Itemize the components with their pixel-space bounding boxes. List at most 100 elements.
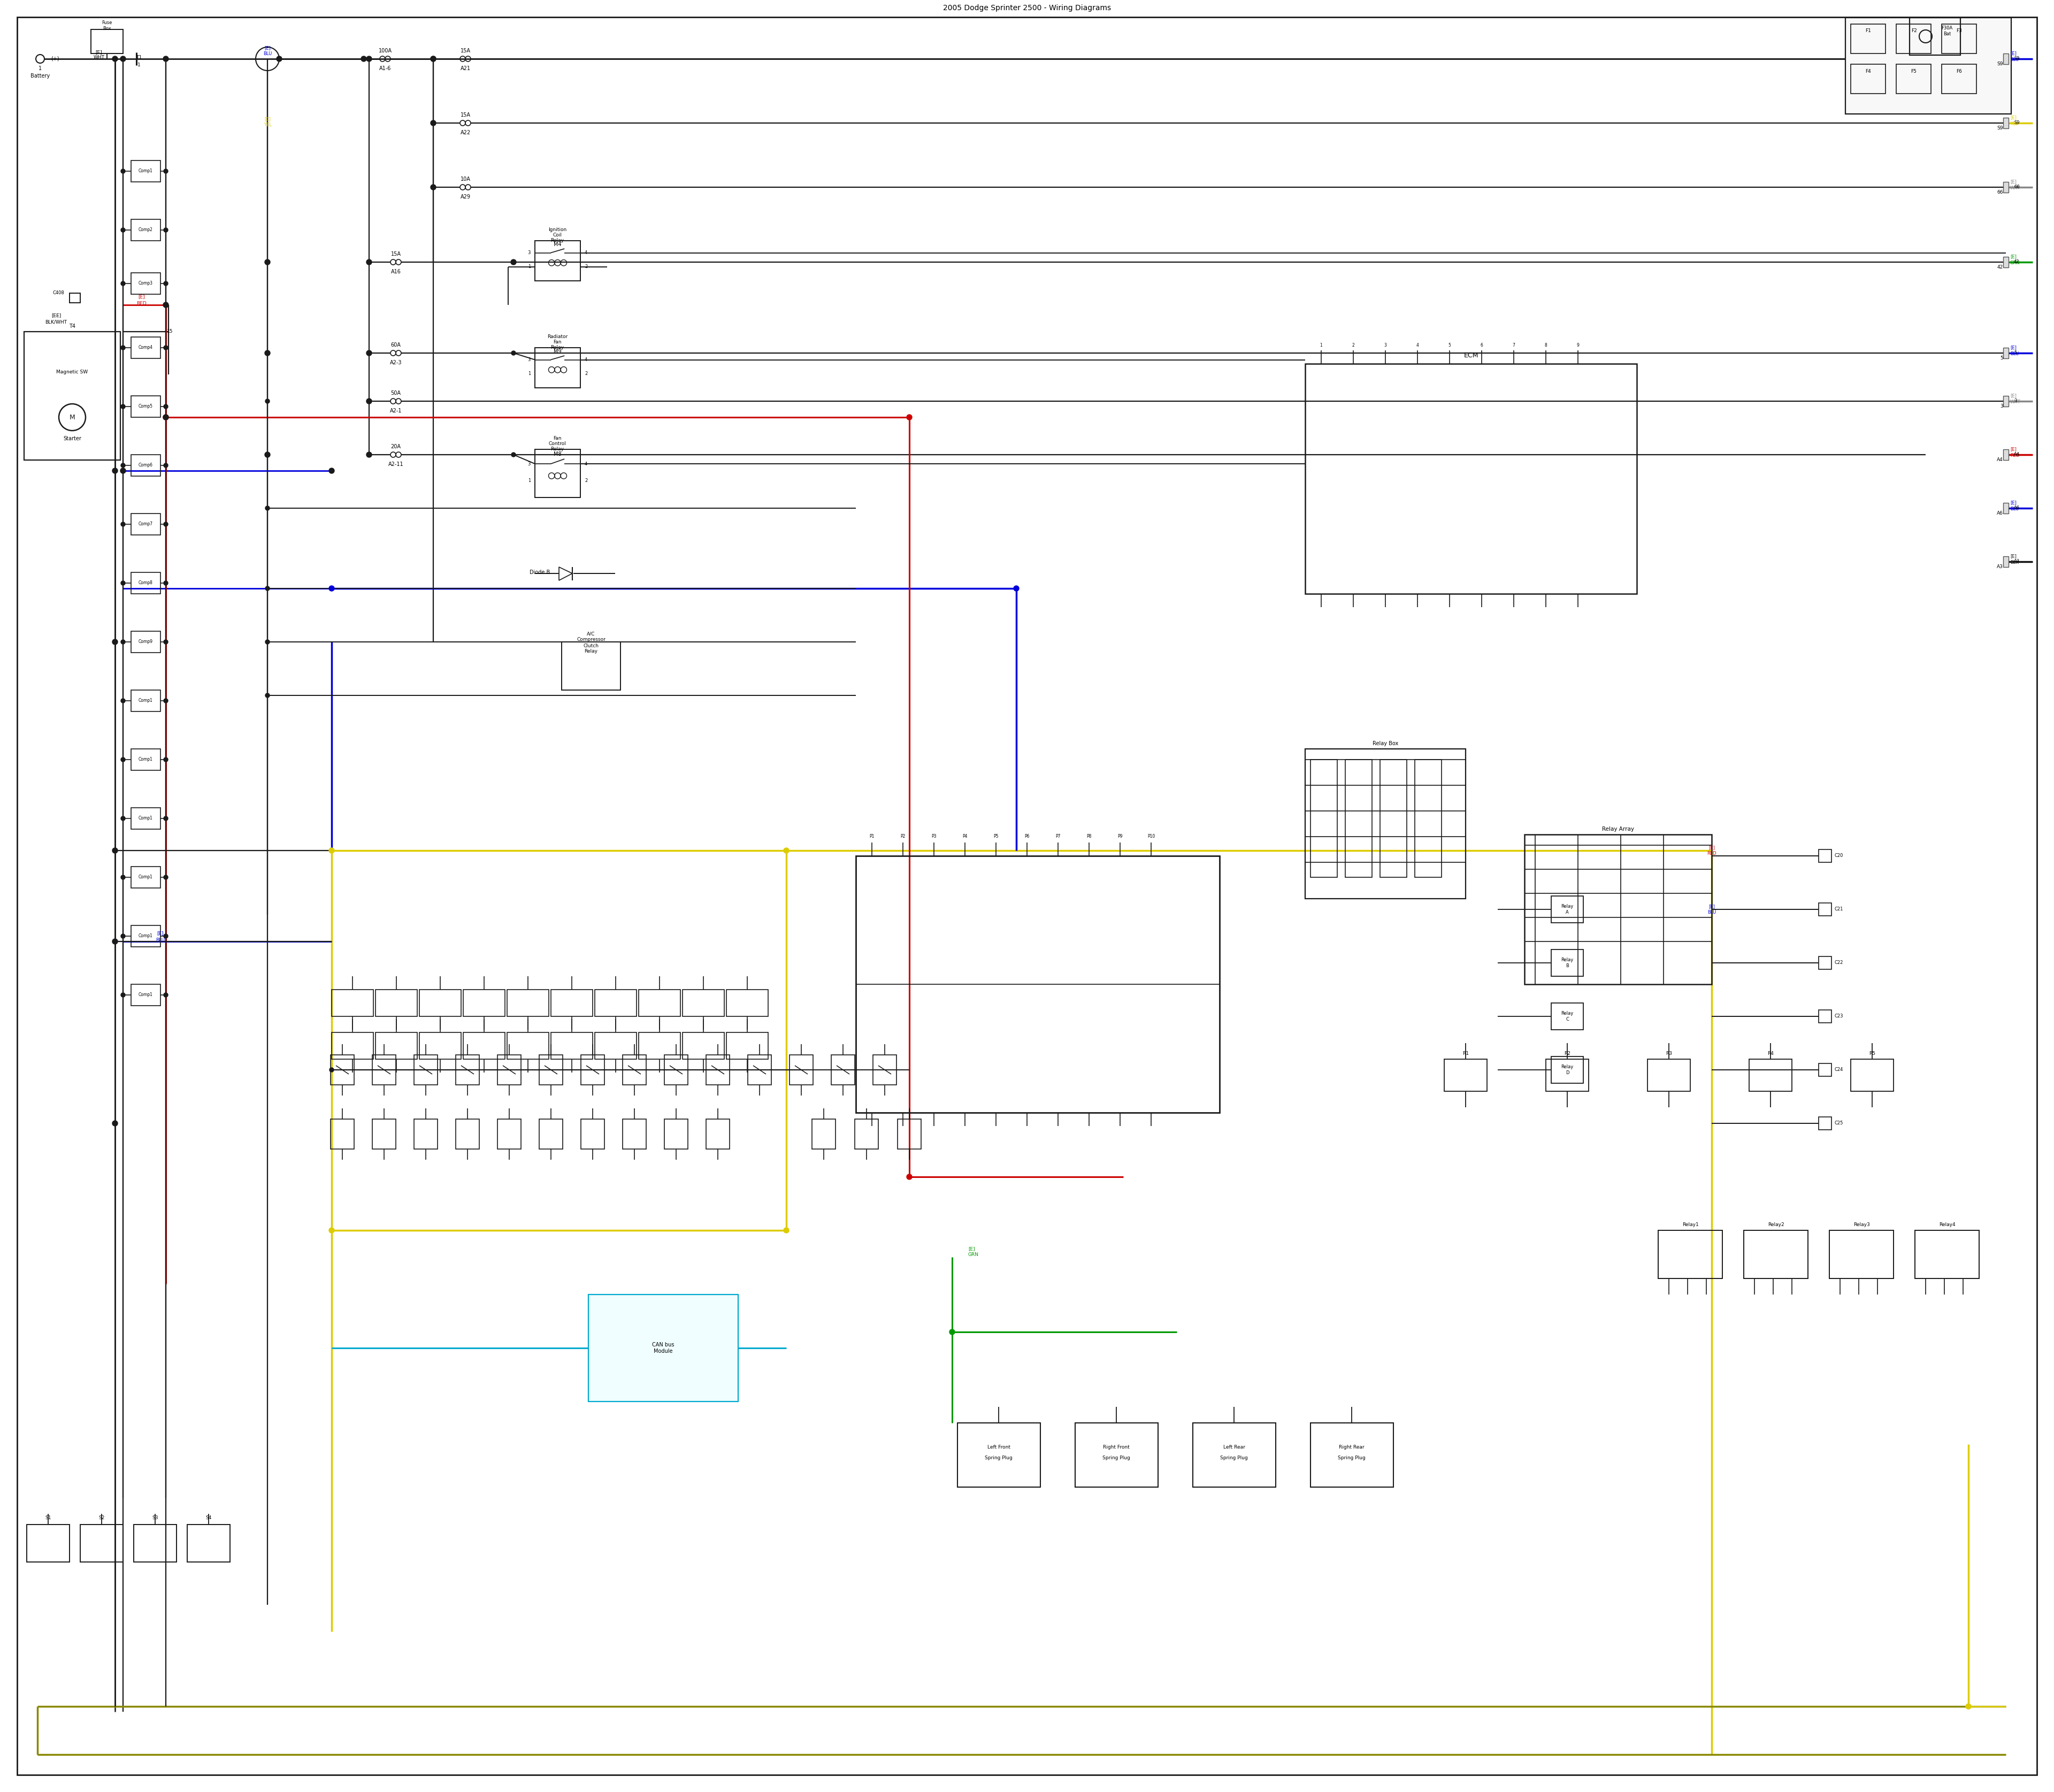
Bar (415, 1055, 438, 1084)
Circle shape (113, 56, 117, 61)
Bar (727, 989, 768, 1016)
Text: Comp8: Comp8 (138, 581, 152, 586)
Text: Relay4: Relay4 (1939, 1222, 1955, 1228)
Circle shape (164, 581, 168, 586)
Text: T4: T4 (70, 324, 76, 330)
Bar (2003, 54, 2009, 65)
Circle shape (1966, 1704, 1972, 1710)
Circle shape (121, 640, 125, 643)
Text: BLK: BLK (2011, 561, 2019, 564)
Circle shape (162, 414, 168, 419)
Circle shape (164, 346, 168, 349)
Bar (639, 989, 680, 1016)
Text: Comp1: Comp1 (138, 993, 152, 998)
Circle shape (164, 521, 168, 527)
Text: Comp1: Comp1 (138, 934, 152, 939)
Text: 2005 Dodge Sprinter 2500 - Wiring Diagrams: 2005 Dodge Sprinter 2500 - Wiring Diagra… (943, 4, 1111, 13)
Text: Magnetic SW: Magnetic SW (55, 369, 88, 375)
Text: Relay: Relay (550, 346, 565, 349)
Text: Comp1: Comp1 (138, 874, 152, 880)
Text: Relay2: Relay2 (1768, 1222, 1785, 1228)
Text: [E]
BLU: [E] BLU (1707, 905, 1715, 914)
Bar (25, 332, 121, 461)
Bar (131, 572, 160, 593)
Circle shape (511, 453, 516, 457)
Text: P8: P8 (1087, 835, 1091, 839)
Text: 15A: 15A (390, 251, 401, 256)
Text: A2-1: A2-1 (390, 409, 403, 414)
Text: A3: A3 (2013, 559, 2019, 564)
Text: Compressor: Compressor (577, 638, 606, 642)
Text: A22: A22 (460, 131, 470, 136)
Text: [E]: [E] (2011, 52, 2017, 56)
Bar (131, 219, 160, 240)
Bar (497, 1118, 522, 1149)
Bar (854, 1118, 879, 1149)
Text: Diode B: Diode B (530, 570, 550, 575)
Text: 42: 42 (2013, 260, 2019, 265)
Text: Control: Control (548, 441, 567, 446)
Bar (1914, 1231, 1980, 1278)
Bar (1910, 18, 1960, 56)
Bar (1304, 749, 1467, 898)
Circle shape (362, 56, 366, 61)
Text: P3: P3 (930, 835, 937, 839)
Text: 3: 3 (528, 251, 530, 254)
Circle shape (265, 351, 269, 355)
Circle shape (368, 351, 372, 355)
Text: C20: C20 (1834, 853, 1842, 858)
Circle shape (121, 993, 125, 996)
Text: T1: T1 (136, 56, 142, 61)
Text: WHT: WHT (92, 56, 105, 61)
Bar (331, 1032, 374, 1059)
Text: 1: 1 (1321, 342, 1323, 348)
Text: 1: 1 (138, 63, 140, 68)
Bar (1193, 1423, 1276, 1487)
Text: S4: S4 (205, 1516, 212, 1521)
Bar (1941, 65, 1976, 93)
Text: Fan: Fan (553, 340, 561, 344)
Bar (1074, 1423, 1158, 1487)
Bar (70, 294, 80, 303)
Text: C408: C408 (53, 290, 64, 296)
Circle shape (113, 848, 117, 853)
Text: Starter: Starter (64, 435, 82, 441)
Text: [E]: [E] (2011, 115, 2017, 120)
Text: Left Rear: Left Rear (1222, 1444, 1245, 1450)
Bar (131, 161, 160, 181)
Bar (1547, 1059, 1588, 1091)
Text: 15: 15 (166, 330, 173, 333)
Text: Ignition: Ignition (548, 228, 567, 233)
Bar (331, 989, 374, 1016)
Circle shape (265, 260, 269, 263)
Bar (1844, 18, 2011, 115)
Text: [E]: [E] (2011, 254, 2017, 260)
Text: Radiator: Radiator (546, 335, 567, 339)
Bar (538, 1055, 563, 1084)
Bar (873, 1055, 896, 1084)
Bar (131, 631, 160, 652)
Text: P6: P6 (1025, 835, 1029, 839)
Bar (1750, 1059, 1791, 1091)
Text: Comp1: Comp1 (138, 758, 152, 762)
Bar (507, 989, 548, 1016)
Circle shape (164, 934, 168, 939)
Circle shape (121, 346, 125, 349)
Bar (789, 1055, 813, 1084)
Circle shape (329, 468, 335, 473)
Text: 100A: 100A (378, 48, 392, 54)
Bar (2003, 396, 2009, 407)
Text: M9: M9 (553, 349, 561, 355)
Text: 3: 3 (528, 461, 530, 466)
Circle shape (164, 758, 168, 762)
Text: [E]: [E] (2011, 346, 2017, 349)
Circle shape (113, 640, 117, 645)
Text: ECM: ECM (1465, 353, 1479, 358)
Text: 8: 8 (1545, 342, 1547, 348)
Bar (898, 1118, 920, 1149)
Bar (131, 272, 160, 294)
Text: R4: R4 (1766, 1052, 1775, 1055)
Text: [E]: [E] (156, 932, 164, 935)
Text: F3: F3 (1955, 29, 1962, 34)
Text: Spring Plug: Spring Plug (984, 1455, 1013, 1460)
